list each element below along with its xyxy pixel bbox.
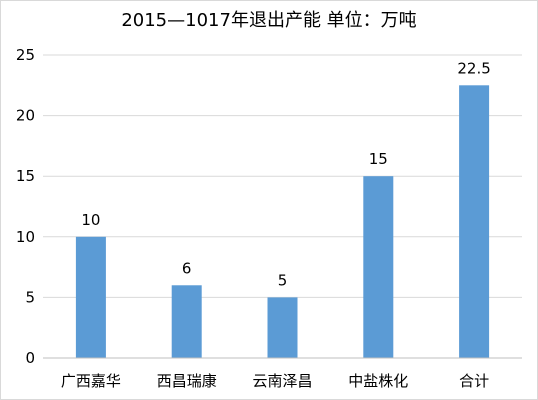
- data-labels: 10 6 5 15 22.5: [81, 59, 490, 289]
- data-label: 5: [278, 271, 288, 289]
- y-tick-label: 10: [16, 228, 35, 246]
- data-label: 6: [182, 259, 192, 277]
- data-label: 10: [81, 211, 100, 229]
- data-label: 22.5: [457, 59, 490, 77]
- bar: [267, 297, 298, 358]
- bar: [75, 236, 106, 358]
- bar: [459, 85, 490, 359]
- category-label: 合计: [459, 372, 489, 390]
- category-label: 广西嘉华: [61, 372, 121, 390]
- bar: [171, 285, 202, 358]
- chart-title: 2015—1017年退出产能 单位：万吨: [121, 10, 416, 31]
- category-label: 西昌瑞康: [157, 372, 217, 390]
- category-label: 中盐株化: [348, 372, 408, 390]
- data-label: 15: [369, 150, 388, 168]
- gridlines: [43, 54, 522, 298]
- category-labels: 广西嘉华 西昌瑞康 云南泽昌 中盐株化 合计: [61, 372, 489, 390]
- y-axis-ticks: 0 5 10 15 20 25: [16, 46, 35, 367]
- y-tick-label: 0: [25, 349, 35, 367]
- y-tick-label: 25: [16, 46, 35, 64]
- y-tick-label: 20: [16, 107, 35, 125]
- y-tick-label: 15: [16, 167, 35, 185]
- y-tick-label: 5: [25, 288, 35, 306]
- bars: [75, 85, 490, 359]
- bar: [363, 176, 394, 358]
- category-label: 云南泽昌: [252, 372, 312, 390]
